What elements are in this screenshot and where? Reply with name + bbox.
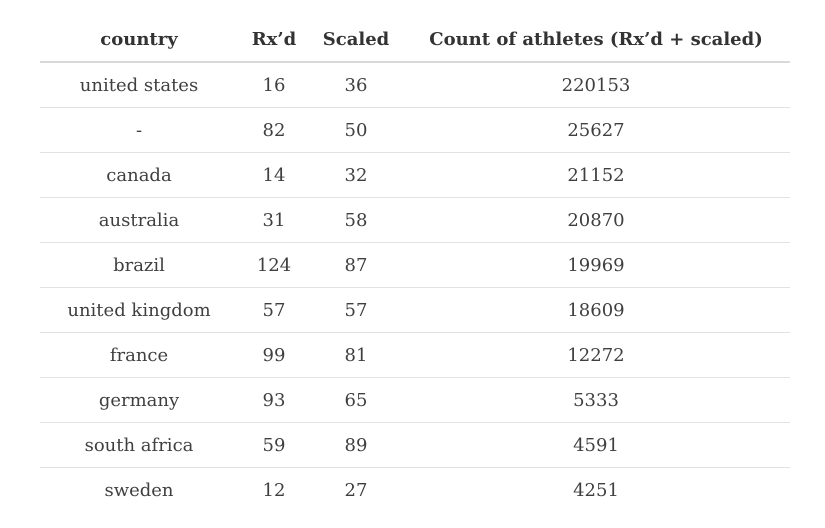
cell-rx: 16 xyxy=(238,62,310,108)
cell-country: france xyxy=(40,332,238,378)
cell-rx: 124 xyxy=(238,242,310,288)
athletes-by-country-table: country Rx’d Scaled Count of athletes (R… xyxy=(40,17,790,512)
cell-scaled: 87 xyxy=(310,242,402,288)
cell-scaled: 81 xyxy=(310,332,402,378)
header-country: country xyxy=(40,17,238,63)
cell-count: 25627 xyxy=(402,107,790,153)
table-row: united kingdom 57 57 18609 xyxy=(40,287,790,333)
cell-scaled: 65 xyxy=(310,377,402,423)
cell-count: 21152 xyxy=(402,152,790,198)
header-count: Count of athletes (Rx’d + scaled) xyxy=(402,17,790,63)
cell-count: 4251 xyxy=(573,479,619,501)
cell-scaled: 27 xyxy=(344,479,368,501)
cell-rx: 99 xyxy=(238,332,310,378)
cell-country: germany xyxy=(40,377,238,423)
table-row: -82 50 25627 xyxy=(40,107,790,153)
table-row: canada 14 32 21152 xyxy=(40,152,790,198)
cell-scaled: 57 xyxy=(310,287,402,333)
cell-count: 19969 xyxy=(402,242,790,288)
cell-rx: 59 xyxy=(238,422,310,468)
table-row: sweden 12 27 4251 xyxy=(40,468,790,513)
cell-country: - xyxy=(40,107,238,153)
cell-scaled: 50 xyxy=(310,107,402,153)
table-row: australia 31 58 20870 xyxy=(40,197,790,243)
table-row: brazil 124 87 19969 xyxy=(40,242,790,288)
table-body: united states 16 36 220153-82 50 25627 canada 1… xyxy=(40,62,790,512)
table-row: south africa 59 89 4591 xyxy=(40,422,790,468)
cell-rx: 57 xyxy=(238,287,310,333)
cell-rx: 31 xyxy=(238,197,310,243)
table-row: united states 16 36 220153 xyxy=(40,62,790,108)
cell-count: 12272 xyxy=(402,332,790,378)
cell-scaled: 36 xyxy=(310,62,402,108)
cell-country: sweden xyxy=(104,479,174,501)
cell-country: south africa xyxy=(40,422,238,468)
athletes-table-container: country Rx’d Scaled Count of athletes (R… xyxy=(40,17,790,512)
cell-country: united states xyxy=(40,62,238,108)
table-row: france 99 81 12272 xyxy=(40,332,790,378)
cell-scaled: 89 xyxy=(310,422,402,468)
cell-rx: 14 xyxy=(238,152,310,198)
cell-count: 18609 xyxy=(402,287,790,333)
cell-scaled: 58 xyxy=(310,197,402,243)
cell-rx: 93 xyxy=(238,377,310,423)
header-rx: Rx’d xyxy=(238,17,310,63)
cell-count: 220153 xyxy=(402,62,790,108)
header-scaled: Scaled xyxy=(310,17,402,63)
cell-count: 5333 xyxy=(402,377,790,423)
cell-country: united kingdom xyxy=(40,287,238,333)
cell-rx: 82 xyxy=(238,107,310,153)
cell-count: 4591 xyxy=(402,422,790,468)
cell-rx: 12 xyxy=(262,479,286,501)
cell-count: 20870 xyxy=(402,197,790,243)
cell-country: brazil xyxy=(40,242,238,288)
cell-country: canada xyxy=(40,152,238,198)
cell-scaled: 32 xyxy=(310,152,402,198)
table-row: germany 93 65 5333 xyxy=(40,377,790,423)
table-header-row: country Rx’d Scaled Count of athletes (R… xyxy=(40,17,790,63)
cell-country: australia xyxy=(40,197,238,243)
